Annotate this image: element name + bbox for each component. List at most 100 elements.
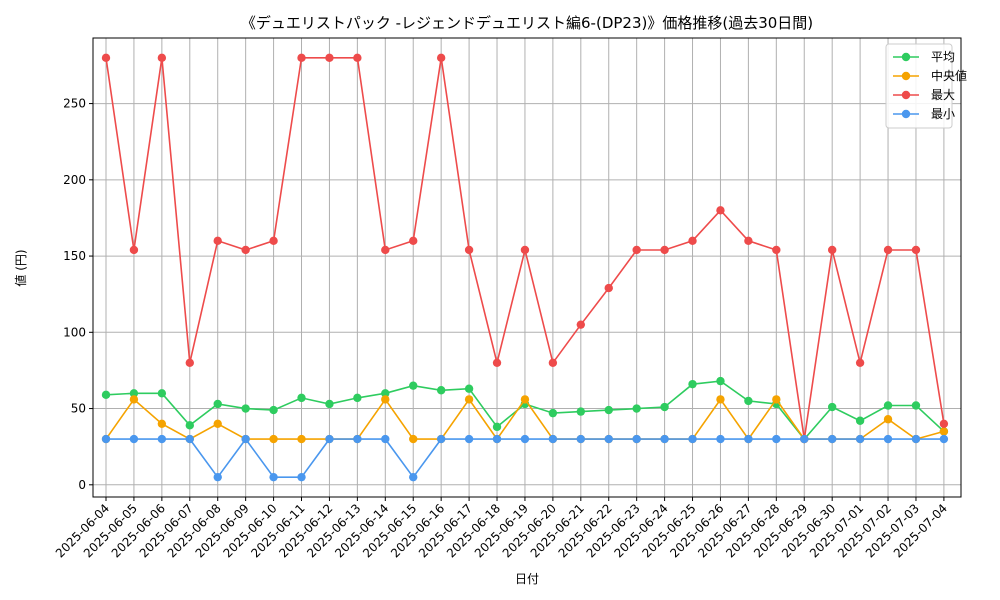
- data-point: [827, 434, 837, 444]
- data-point: [464, 245, 474, 255]
- legend-label: 中央値: [931, 68, 967, 83]
- y-tick-label: 200: [63, 173, 86, 187]
- data-point: [492, 358, 502, 368]
- data-point: [129, 245, 139, 255]
- y-axis-title: 値 (円): [13, 249, 28, 286]
- data-point: [409, 434, 418, 444]
- data-point: [604, 405, 613, 415]
- data-point: [157, 53, 167, 63]
- data-point: [688, 236, 697, 246]
- data-point: [855, 358, 865, 368]
- data-point: [213, 419, 222, 429]
- data-point: [213, 399, 222, 409]
- data-point: [101, 390, 111, 400]
- data-point: [492, 422, 502, 432]
- data-point: [688, 434, 697, 444]
- data-point: [939, 434, 949, 444]
- data-point: [297, 393, 306, 403]
- data-point: [827, 245, 837, 255]
- legend-box: [885, 43, 953, 129]
- data-point: [409, 381, 418, 390]
- data-point: [409, 472, 418, 482]
- series-4: [101, 434, 949, 482]
- data-point: [269, 434, 278, 444]
- data-point: [325, 434, 334, 444]
- data-point: [604, 434, 613, 444]
- data-point: [185, 358, 194, 368]
- data-point: [548, 434, 558, 444]
- data-point: [464, 434, 474, 444]
- data-point: [520, 245, 530, 255]
- data-point: [269, 472, 278, 482]
- data-point: [855, 416, 865, 425]
- data-point: [883, 415, 893, 424]
- data-point: [520, 434, 530, 444]
- data-point: [213, 236, 222, 246]
- data-point: [353, 393, 362, 403]
- y-tick-label: 100: [63, 325, 86, 339]
- x-axis: 2025-06-042025-06-052025-06-062025-06-07…: [53, 497, 950, 560]
- data-point: [632, 434, 641, 444]
- data-point: [101, 434, 111, 444]
- data-point: [939, 427, 949, 436]
- legend-swatch-marker: [901, 90, 911, 100]
- legend-swatch-marker: [901, 71, 911, 81]
- data-point: [716, 206, 725, 215]
- data-point: [632, 245, 641, 255]
- legend-item: 中央値: [893, 68, 967, 83]
- data-point: [297, 53, 306, 63]
- data-point: [381, 395, 390, 404]
- legend-item: 平均: [893, 50, 955, 64]
- chart-title: 《デュエリストパック -レジェンドデュエリスト編6-(DP23)》価格推移(過去…: [241, 14, 813, 32]
- data-point: [157, 434, 167, 444]
- legend-swatch-marker: [901, 52, 911, 62]
- data-point: [911, 245, 921, 255]
- data-point: [129, 395, 139, 404]
- data-point: [157, 389, 167, 398]
- data-point: [520, 395, 530, 404]
- data-point: [827, 402, 837, 412]
- data-point: [436, 386, 446, 395]
- legend-swatch-marker: [901, 109, 911, 119]
- series-layer: [101, 53, 949, 482]
- y-tick-label: 150: [63, 249, 86, 263]
- data-point: [883, 401, 893, 410]
- legend-label: 最大: [931, 88, 955, 102]
- data-point: [101, 53, 111, 63]
- y-axis: 0 50 100 150 200 250: [63, 97, 93, 492]
- x-axis-title: 日付: [515, 572, 539, 586]
- legend-label: 平均: [931, 50, 955, 64]
- data-point: [576, 320, 586, 329]
- data-point: [436, 434, 446, 444]
- data-point: [381, 389, 390, 398]
- data-point: [548, 358, 558, 368]
- data-point: [855, 434, 865, 444]
- data-point: [409, 236, 418, 246]
- data-point: [353, 434, 362, 444]
- data-point: [604, 283, 613, 293]
- plot-frame: [92, 37, 962, 498]
- legend-label: 最小: [931, 107, 955, 121]
- data-point: [772, 245, 781, 255]
- y-tick-label: 50: [71, 402, 86, 416]
- data-point: [548, 408, 558, 418]
- data-point: [911, 401, 921, 410]
- data-point: [157, 419, 167, 429]
- data-point: [381, 245, 390, 255]
- legend-item: 最大: [893, 88, 955, 102]
- data-point: [660, 402, 669, 412]
- y-tick-label: 250: [63, 97, 86, 111]
- data-point: [744, 396, 753, 406]
- data-point: [241, 404, 250, 413]
- data-point: [297, 434, 306, 444]
- data-point: [269, 236, 278, 246]
- data-point: [772, 434, 781, 444]
- data-point: [632, 404, 641, 413]
- data-point: [185, 421, 194, 430]
- data-point: [716, 395, 725, 404]
- data-point: [688, 379, 697, 389]
- data-point: [269, 405, 278, 415]
- data-point: [576, 434, 586, 444]
- data-point: [744, 236, 753, 246]
